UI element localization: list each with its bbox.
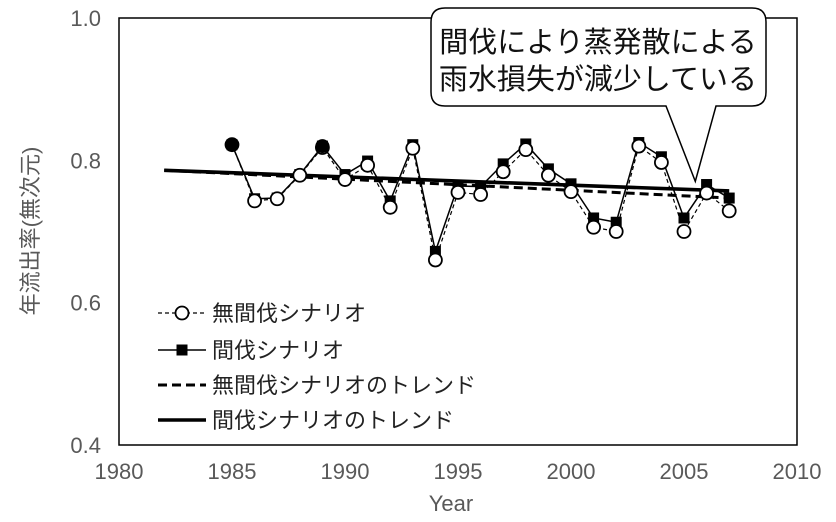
thinning-point bbox=[610, 216, 622, 228]
thinning-point-1989 bbox=[315, 139, 330, 154]
no-thinning-point bbox=[608, 224, 624, 239]
thinning-point bbox=[701, 179, 713, 191]
no-thinning-point bbox=[541, 167, 556, 183]
no-thinning-point bbox=[247, 193, 263, 209]
y-tick-label: 1.0 bbox=[70, 6, 101, 31]
y-tick-label: 0.8 bbox=[70, 148, 101, 173]
legend-label: 間伐シナリオ bbox=[212, 339, 344, 364]
no-thinning-point bbox=[337, 172, 353, 187]
callout-bubble bbox=[430, 7, 767, 184]
y-tick-label: 0.4 bbox=[70, 433, 101, 458]
thinning-point bbox=[429, 245, 441, 257]
no-thinning-point bbox=[563, 184, 579, 200]
thinning-point bbox=[565, 178, 577, 190]
no-thinning-point bbox=[721, 203, 737, 219]
x-tick-label: 2000 bbox=[547, 459, 596, 484]
x-tick-label: 1985 bbox=[208, 459, 257, 484]
trend-lines bbox=[164, 168, 730, 200]
data-series bbox=[224, 137, 737, 268]
no-thinning-point bbox=[427, 252, 443, 268]
no-thinning-point bbox=[405, 140, 421, 156]
x-tick-label: 2010 bbox=[773, 459, 822, 484]
x-tick-label: 1990 bbox=[321, 459, 370, 484]
y-tick-label: 0.6 bbox=[70, 291, 101, 316]
x-tick-label: 2005 bbox=[660, 459, 709, 484]
no-thinning-point bbox=[654, 155, 669, 170]
no-thinning-point bbox=[450, 184, 466, 200]
x-tick-label: 1995 bbox=[434, 459, 483, 484]
x-tick-labels: 1980 1985 1990 1995 2000 2005 2010 bbox=[95, 459, 822, 484]
thinning-point bbox=[588, 212, 600, 224]
thinning-trend-line bbox=[164, 168, 730, 193]
y-axis-title: 年流出率(無次元) bbox=[18, 147, 43, 316]
legend-swatch-marker bbox=[174, 305, 190, 321]
no-thinning-point bbox=[382, 199, 398, 215]
callout-text-line: 雨水損失が減少している bbox=[439, 62, 757, 96]
callout-text-line: 間伐により蒸発散による bbox=[439, 25, 757, 59]
no-thinning-point bbox=[360, 157, 376, 173]
no-thinning-point bbox=[518, 142, 534, 158]
legend-swatch-marker bbox=[176, 344, 188, 356]
no-thinning-point bbox=[699, 185, 714, 201]
no-thinning-point bbox=[473, 187, 489, 202]
no-thinning-point bbox=[586, 219, 601, 235]
y-tick-labels: 0.4 0.6 0.8 1.0 bbox=[70, 6, 101, 458]
x-axis-title: Year bbox=[429, 491, 473, 516]
thinning-point-first bbox=[225, 137, 239, 152]
thinning-point bbox=[723, 192, 735, 204]
no-thinning-point bbox=[292, 167, 308, 183]
legend-label: 間伐シナリオのトレンド bbox=[212, 409, 454, 434]
x-tick-label: 1980 bbox=[95, 459, 144, 484]
no-thinning-trend-line bbox=[164, 168, 730, 200]
no-thinning-point bbox=[631, 138, 647, 154]
no-thinning-point bbox=[495, 164, 511, 180]
thinning-point bbox=[497, 158, 509, 170]
thinning-point bbox=[678, 212, 690, 224]
legend-label: 無間伐シナリオのトレンド bbox=[212, 374, 476, 399]
no-thinning-point bbox=[676, 224, 692, 239]
legend-label: 無間伐シナリオ bbox=[212, 302, 366, 327]
thinning-point bbox=[475, 181, 487, 193]
no-thinning-point bbox=[269, 191, 285, 207]
